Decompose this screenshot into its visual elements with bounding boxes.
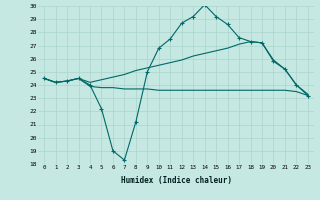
X-axis label: Humidex (Indice chaleur): Humidex (Indice chaleur) xyxy=(121,176,231,185)
